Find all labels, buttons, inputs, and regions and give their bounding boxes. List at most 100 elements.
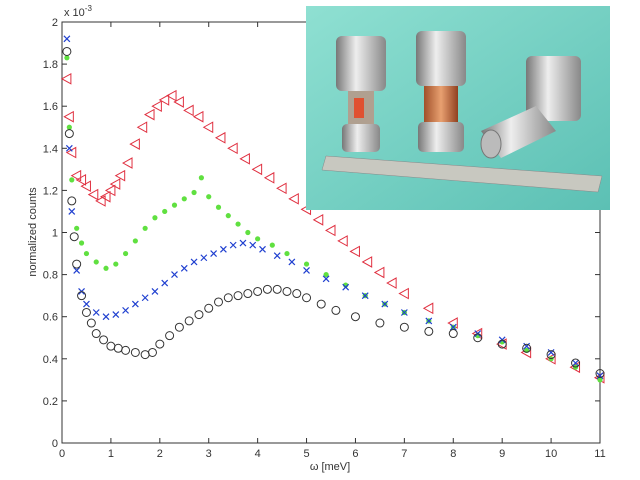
data-point-circle <box>106 341 116 351</box>
data-point-circle <box>262 284 272 294</box>
data-point-dot <box>215 204 222 210</box>
x-tick-label: 11 <box>594 448 605 460</box>
data-point-triangle <box>144 108 155 121</box>
data-point-circle <box>292 289 302 299</box>
data-point-x <box>122 306 130 314</box>
data-point-triangle <box>109 178 121 190</box>
data-point-circle <box>223 293 233 303</box>
data-point-circle <box>174 322 184 332</box>
y-tick-label: 1.2 <box>43 185 58 197</box>
data-point-triangle <box>227 142 238 155</box>
data-point-x <box>219 245 227 253</box>
data-point-circle <box>595 369 605 379</box>
data-point-circle <box>375 318 385 328</box>
data-point-circle <box>331 305 341 315</box>
data-point-dot <box>245 229 251 236</box>
data-point-triangle <box>173 96 184 108</box>
data-point-circle <box>184 316 194 326</box>
x-axis-label: ω [meV] <box>310 461 350 473</box>
data-point-circle <box>350 312 360 322</box>
data-point-circle <box>253 286 263 296</box>
data-point-triangle <box>183 104 194 117</box>
data-point-x <box>547 349 555 356</box>
data-marks <box>60 35 605 384</box>
data-point-dot <box>74 225 80 231</box>
data-point-x <box>190 258 198 266</box>
data-point-circle <box>147 347 157 357</box>
data-point-circle <box>69 232 79 242</box>
data-point-dot <box>142 225 148 231</box>
data-point-dot <box>255 236 261 242</box>
data-point-dot <box>132 238 138 244</box>
data-point-dot <box>64 55 70 61</box>
data-point-dot <box>69 177 75 183</box>
data-point-triangle <box>75 174 87 186</box>
data-point-triangle <box>151 100 162 113</box>
data-point-circle <box>165 331 175 341</box>
x-tick-label: 7 <box>401 448 407 460</box>
data-point-triangle <box>121 157 133 169</box>
data-point-circle <box>140 350 150 360</box>
x-tick-label: 3 <box>206 448 212 460</box>
data-point-x <box>68 208 76 215</box>
data-point-x <box>449 323 457 331</box>
data-point-circle <box>448 329 458 339</box>
data-point-dot <box>225 213 231 219</box>
data-point-triangle <box>324 224 336 237</box>
x-tick-label: 8 <box>450 448 456 460</box>
data-point-triangle <box>251 163 263 176</box>
data-point-dot <box>303 261 310 267</box>
y-tick-label: 0.2 <box>43 396 58 408</box>
data-point-triangle <box>349 245 360 258</box>
data-point-x <box>572 359 579 367</box>
data-point-triangle <box>263 171 275 184</box>
data-point-triangle <box>63 110 74 123</box>
data-point-x <box>381 300 389 308</box>
x-tick-label: 0 <box>59 448 65 460</box>
data-point-dot <box>171 202 178 208</box>
y-tick-label: 1.4 <box>43 143 58 155</box>
data-point-dot <box>181 196 187 202</box>
data-point-dot <box>152 215 158 221</box>
data-point-triangle <box>104 184 116 197</box>
data-point-triangle <box>114 169 126 182</box>
data-point-circle <box>282 286 292 296</box>
x-tick-label: 2 <box>157 448 163 460</box>
data-point-dot <box>323 272 329 278</box>
data-point-x <box>65 144 73 152</box>
data-point-x <box>171 271 178 279</box>
data-point-dot <box>113 261 119 267</box>
y-tick-label: 2 <box>52 17 58 29</box>
x-tick-label: 4 <box>255 448 261 460</box>
data-point-circle <box>571 358 581 368</box>
data-point-triangle <box>202 121 214 134</box>
data-point-circle <box>64 129 74 139</box>
data-point-x <box>361 292 369 300</box>
data-point-circle <box>194 310 204 320</box>
data-point-circle <box>316 299 326 309</box>
data-point-circle <box>91 329 101 339</box>
data-point-x <box>92 309 100 316</box>
data-point-triangle <box>288 192 299 205</box>
data-point-dot <box>83 250 90 257</box>
data-point-circle <box>522 343 532 353</box>
data-point-triangle <box>136 121 148 134</box>
data-point-circle <box>81 307 91 317</box>
data-point-dot <box>198 175 204 181</box>
data-point-dot <box>66 124 72 130</box>
data-point-x <box>102 313 110 321</box>
data-point-triangle <box>337 235 348 247</box>
data-point-circle <box>233 291 243 301</box>
data-point-circle <box>130 347 140 357</box>
data-point-triangle <box>60 72 72 85</box>
data-point-circle <box>113 343 123 353</box>
data-point-triangle <box>398 287 409 300</box>
data-point-triangle <box>422 302 434 315</box>
data-point-circle <box>121 345 131 355</box>
data-point-circle <box>424 326 434 336</box>
data-point-x <box>303 266 310 274</box>
data-point-triangle <box>214 131 226 144</box>
data-point-x <box>342 283 350 291</box>
data-point-circle <box>214 297 224 307</box>
